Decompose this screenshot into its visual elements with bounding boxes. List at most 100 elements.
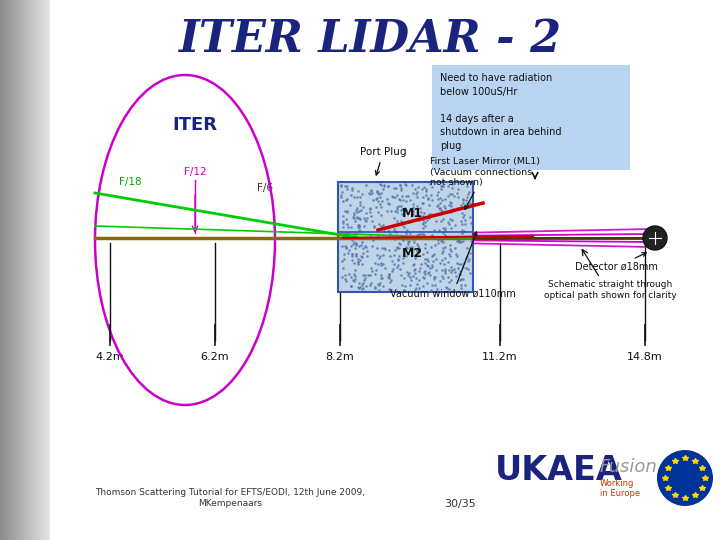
Point: [426, 182, 438, 191]
Point: [358, 275, 369, 284]
Point: [349, 244, 361, 252]
Point: [414, 203, 426, 212]
Point: [457, 195, 469, 204]
Point: [356, 285, 367, 294]
Point: [348, 276, 359, 285]
Point: [399, 234, 410, 242]
Point: [352, 258, 364, 267]
Point: [345, 241, 356, 250]
Point: [423, 214, 435, 222]
Point: [366, 267, 377, 275]
Point: [348, 238, 359, 246]
Point: [389, 184, 400, 193]
Point: [340, 276, 351, 285]
Point: [400, 242, 412, 251]
Bar: [7, 0, 8, 540]
Point: [355, 252, 366, 260]
Point: [347, 239, 359, 248]
Point: [411, 188, 423, 197]
Point: [439, 231, 451, 239]
Point: [353, 254, 364, 263]
Point: [446, 268, 457, 277]
Point: [350, 206, 361, 215]
Point: [405, 276, 416, 285]
Point: [418, 268, 429, 276]
Text: UKAEA: UKAEA: [495, 454, 623, 487]
Point: [392, 207, 403, 216]
Point: [423, 201, 435, 210]
Point: [426, 232, 437, 240]
Point: [354, 221, 365, 230]
Point: [437, 244, 449, 253]
Point: [346, 191, 357, 199]
Point: [392, 243, 403, 252]
Point: [451, 185, 463, 194]
Point: [343, 249, 354, 258]
Point: [446, 266, 458, 275]
Point: [396, 221, 408, 230]
Point: [437, 247, 449, 255]
Point: [446, 201, 457, 210]
Point: [362, 271, 374, 280]
Point: [457, 213, 469, 221]
Point: [421, 254, 433, 263]
Point: [375, 211, 387, 219]
Point: [354, 221, 365, 230]
Point: [449, 244, 461, 253]
Point: [454, 275, 466, 284]
Point: [441, 284, 452, 293]
Point: [382, 181, 394, 190]
Bar: [12, 0, 13, 540]
Point: [446, 184, 458, 193]
Point: [359, 274, 371, 283]
Point: [437, 224, 449, 232]
Point: [377, 185, 389, 193]
Point: [459, 280, 470, 289]
Point: [373, 188, 384, 197]
Text: 14.8m: 14.8m: [627, 352, 663, 362]
Point: [429, 273, 441, 281]
Point: [383, 246, 395, 255]
Point: [386, 192, 397, 200]
Text: in Europe: in Europe: [600, 489, 640, 497]
Point: [379, 264, 390, 272]
Bar: [19, 0, 20, 540]
Point: [377, 220, 389, 229]
Point: [413, 267, 425, 275]
Point: [352, 186, 364, 195]
Point: [338, 217, 349, 225]
Point: [367, 195, 379, 204]
Bar: [20, 0, 21, 540]
Point: [353, 241, 364, 250]
Point: [436, 196, 448, 205]
Bar: [39, 0, 40, 540]
Point: [420, 259, 431, 267]
Point: [347, 186, 359, 194]
Point: [402, 238, 414, 246]
Bar: [33, 0, 34, 540]
Point: [439, 204, 451, 212]
Point: [410, 190, 422, 199]
Point: [446, 180, 457, 188]
Point: [369, 282, 381, 291]
Point: [458, 259, 469, 267]
Point: [413, 276, 425, 285]
Point: [382, 194, 393, 203]
Point: [446, 247, 457, 255]
Point: [341, 207, 353, 215]
Point: [403, 268, 415, 277]
Point: [409, 254, 420, 262]
Point: [387, 264, 399, 273]
Point: [410, 252, 421, 260]
Point: [400, 191, 411, 200]
Point: [436, 210, 447, 218]
Point: [409, 235, 420, 244]
Point: [446, 262, 457, 271]
Point: [402, 268, 413, 276]
Point: [353, 225, 364, 234]
Point: [416, 199, 428, 208]
Point: [348, 269, 360, 278]
Point: [431, 285, 442, 294]
Point: [382, 207, 393, 215]
Point: [433, 234, 445, 242]
